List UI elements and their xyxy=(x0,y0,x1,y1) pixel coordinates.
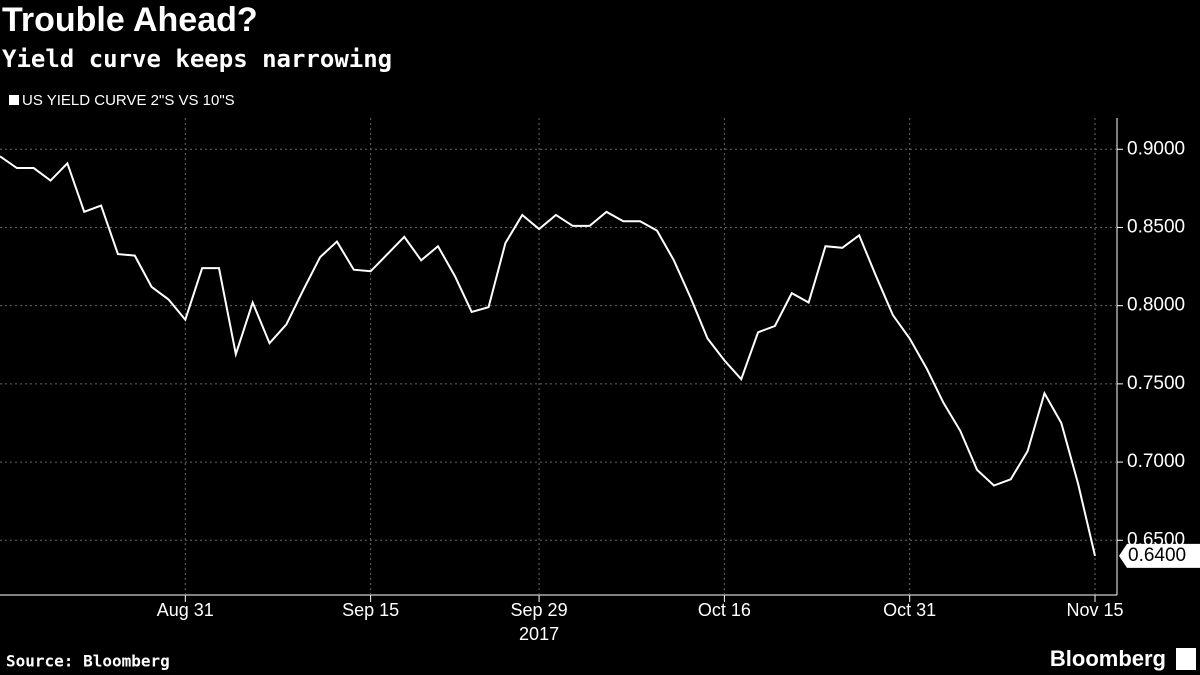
value-label: 0.6400 xyxy=(1128,545,1186,566)
chart-subtitle: Yield curve keeps narrowing xyxy=(2,45,392,73)
y-tick-label: 0.7500 xyxy=(1127,373,1185,394)
y-tick-label: 0.7000 xyxy=(1127,451,1185,472)
source: Source: Bloomberg xyxy=(6,652,170,671)
x-tick-label: Oct 31 xyxy=(883,600,936,620)
legend-label: US YIELD CURVE 2"S VS 10"S xyxy=(22,92,235,109)
value-label-box xyxy=(1119,543,1200,568)
y-tick-label: 0.9000 xyxy=(1127,138,1185,159)
brand: Bloomberg xyxy=(1050,646,1166,671)
x-tick-label: Sep 29 xyxy=(511,600,568,620)
y-tick-label: 0.8000 xyxy=(1127,295,1185,316)
x-tick-label: Oct 16 xyxy=(698,600,751,620)
legend-swatch xyxy=(9,95,19,105)
x-tick-label: Nov 15 xyxy=(1066,600,1123,620)
y-tick-label: 0.8500 xyxy=(1127,216,1185,237)
x-sublabel: 2017 xyxy=(519,624,559,644)
x-tick-label: Sep 15 xyxy=(342,600,399,620)
line xyxy=(0,155,1096,557)
brand-icon xyxy=(1176,648,1196,670)
x-tick-label: Aug 31 xyxy=(157,600,214,620)
chart-title: Trouble Ahead? xyxy=(2,1,258,39)
